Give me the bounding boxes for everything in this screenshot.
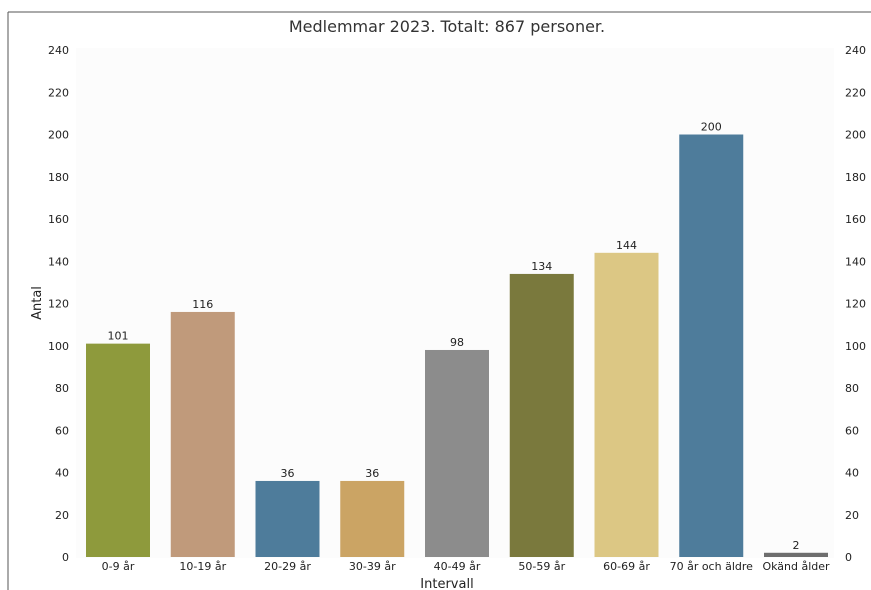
y-tick-right: 120 bbox=[845, 298, 866, 311]
y-tick-left: 60 bbox=[55, 424, 69, 437]
bar bbox=[764, 552, 828, 557]
x-tick-label: 40-49 år bbox=[434, 560, 481, 573]
x-tick-label: 10-19 år bbox=[179, 560, 226, 573]
bar bbox=[594, 252, 659, 558]
bar bbox=[425, 349, 489, 557]
y-tick-right: 0 bbox=[845, 551, 852, 564]
y-axis-title: Antal bbox=[30, 286, 45, 320]
y-axis-right: 0 20 40 60 80 100 120 140 160 180 200 220 240 bbox=[845, 44, 866, 564]
y-tick-left: 0 bbox=[62, 551, 69, 564]
y-tick-right: 240 bbox=[845, 44, 866, 57]
y-tick-left: 40 bbox=[55, 467, 69, 480]
bar-value-label: 200 bbox=[701, 121, 722, 134]
bar-series bbox=[86, 134, 828, 558]
y-tick-left: 140 bbox=[48, 255, 69, 268]
bar-value-label: 134 bbox=[531, 260, 552, 273]
y-tick-left: 120 bbox=[48, 298, 69, 311]
y-tick-right: 180 bbox=[845, 171, 866, 184]
x-tick-label: 0-9 år bbox=[102, 560, 135, 573]
x-tick-label: 60-69 år bbox=[603, 560, 650, 573]
x-tick-label: Okänd ålder bbox=[762, 560, 830, 573]
bar-value-label: 116 bbox=[192, 298, 213, 311]
y-tick-right: 200 bbox=[845, 129, 866, 142]
bar bbox=[509, 273, 574, 557]
bar-value-label: 2 bbox=[793, 539, 800, 552]
y-tick-left: 200 bbox=[48, 129, 69, 142]
bar-value-label: 101 bbox=[108, 330, 129, 343]
y-tick-right: 20 bbox=[845, 509, 859, 522]
bar-value-label: 36 bbox=[281, 467, 295, 480]
bar-value-label: 36 bbox=[365, 467, 379, 480]
bar bbox=[255, 480, 320, 557]
bar bbox=[679, 134, 744, 557]
y-tick-left: 180 bbox=[48, 171, 69, 184]
y-tick-right: 60 bbox=[845, 424, 859, 437]
y-tick-left: 20 bbox=[55, 509, 69, 522]
bar-value-label: 144 bbox=[616, 239, 637, 252]
x-tick-label: 30-39 år bbox=[349, 560, 396, 573]
x-axis-title: Intervall bbox=[420, 577, 473, 590]
y-tick-right: 140 bbox=[845, 255, 866, 268]
x-tick-label: 20-29 år bbox=[264, 560, 311, 573]
x-axis: 0-9 år 10-19 år 20-29 år 30-39 år 40-49 år 50… bbox=[102, 560, 830, 573]
y-tick-left: 80 bbox=[55, 382, 69, 395]
y-tick-left: 240 bbox=[48, 44, 69, 57]
bar-value-label: 98 bbox=[450, 336, 464, 349]
bar bbox=[170, 311, 235, 557]
data-labels: 101 116 36 36 98 134 144 200 2 bbox=[108, 121, 800, 552]
bar bbox=[86, 343, 150, 557]
chart-title: Medlemmar 2023. Totalt: 867 personer. bbox=[289, 17, 605, 36]
y-tick-right: 80 bbox=[845, 382, 859, 395]
x-tick-label: 70 år och äldre bbox=[670, 560, 754, 573]
y-tick-right: 40 bbox=[845, 467, 859, 480]
y-tick-right: 220 bbox=[845, 86, 866, 99]
y-axis-left: 0 20 40 60 80 100 120 140 160 180 200 220 240 bbox=[48, 44, 69, 564]
y-tick-left: 160 bbox=[48, 213, 69, 226]
x-tick-label: 50-59 år bbox=[518, 560, 565, 573]
y-tick-left: 220 bbox=[48, 86, 69, 99]
y-tick-right: 100 bbox=[845, 340, 866, 353]
y-tick-left: 100 bbox=[48, 340, 69, 353]
bar bbox=[340, 480, 405, 557]
y-tick-right: 160 bbox=[845, 213, 866, 226]
